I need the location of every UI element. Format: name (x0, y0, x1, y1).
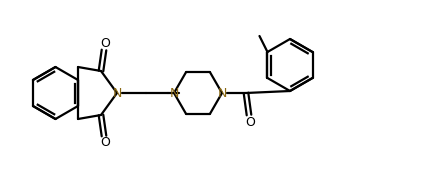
Text: O: O (100, 137, 110, 150)
Text: O: O (100, 36, 110, 49)
Text: N: N (169, 86, 179, 100)
Text: N: N (112, 86, 121, 100)
Text: O: O (245, 116, 255, 129)
Text: N: N (217, 86, 227, 100)
